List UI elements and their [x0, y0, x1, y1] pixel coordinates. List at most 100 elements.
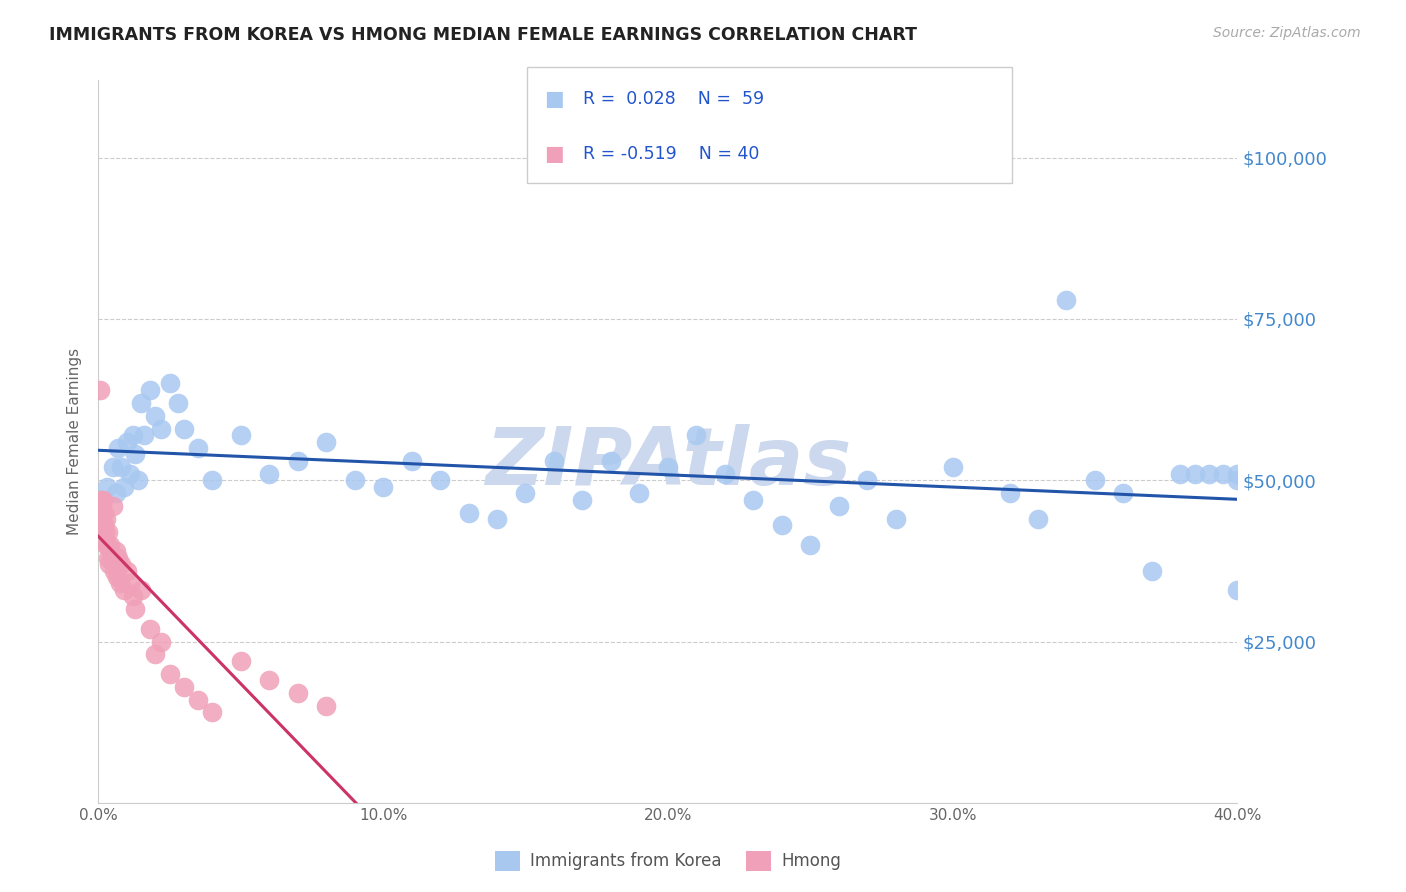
Point: [657, 460, 679, 475]
Point: [515, 486, 537, 500]
Point: [90, 512, 112, 526]
Point: [201, 706, 224, 720]
Point: [259, 467, 281, 481]
Point: [856, 473, 879, 487]
Point: [132, 428, 155, 442]
Point: [315, 434, 337, 449]
Text: R =  0.028    N =  59: R = 0.028 N = 59: [583, 90, 765, 108]
Point: [401, 454, 423, 468]
Point: [100, 550, 122, 565]
Point: [159, 376, 181, 391]
Point: [1170, 467, 1192, 481]
Point: [685, 428, 707, 442]
Point: [129, 582, 152, 597]
Point: [118, 467, 141, 481]
Point: [714, 467, 737, 481]
Point: [628, 486, 651, 500]
Point: [229, 654, 252, 668]
Point: [96, 538, 118, 552]
Point: [1226, 467, 1249, 481]
Point: [229, 428, 252, 442]
Point: [96, 480, 118, 494]
Text: IMMIGRANTS FROM KOREA VS HMONG MEDIAN FEMALE EARNINGS CORRELATION CHART: IMMIGRANTS FROM KOREA VS HMONG MEDIAN FE…: [49, 26, 917, 44]
Point: [742, 492, 765, 507]
Point: [124, 602, 146, 616]
Point: [121, 590, 143, 604]
Point: [129, 396, 152, 410]
Text: ■: ■: [544, 89, 564, 110]
Point: [600, 454, 623, 468]
Point: [159, 666, 181, 681]
Point: [124, 447, 146, 461]
Point: [828, 499, 851, 513]
Text: ZIPAtlas: ZIPAtlas: [485, 425, 851, 502]
Point: [884, 512, 907, 526]
Point: [105, 570, 128, 584]
Point: [103, 564, 125, 578]
Point: [104, 544, 127, 558]
Text: ■: ■: [544, 144, 564, 164]
Point: [93, 506, 115, 520]
Point: [96, 538, 118, 552]
Point: [486, 512, 509, 526]
Point: [259, 673, 281, 688]
Point: [571, 492, 593, 507]
Text: Source: ZipAtlas.com: Source: ZipAtlas.com: [1213, 26, 1361, 40]
Point: [1184, 467, 1206, 481]
Point: [799, 538, 821, 552]
Point: [1226, 473, 1249, 487]
Point: [89, 383, 111, 397]
Text: R = -0.519    N = 40: R = -0.519 N = 40: [583, 145, 759, 163]
Point: [91, 492, 114, 507]
Point: [343, 473, 366, 487]
Point: [104, 486, 127, 500]
Point: [457, 506, 479, 520]
Point: [145, 648, 167, 662]
Point: [110, 557, 132, 571]
Point: [121, 428, 143, 442]
Y-axis label: Median Female Earnings: Median Female Earnings: [67, 348, 83, 535]
Point: [90, 492, 112, 507]
Point: [101, 499, 124, 513]
Point: [1226, 582, 1249, 597]
Point: [108, 576, 131, 591]
Point: [115, 564, 138, 578]
Point: [371, 480, 394, 494]
Point: [118, 576, 141, 591]
Point: [998, 486, 1021, 500]
Point: [187, 692, 209, 706]
Point: [98, 538, 121, 552]
Point: [167, 396, 190, 410]
Point: [173, 680, 195, 694]
Point: [150, 634, 173, 648]
Point: [93, 524, 115, 539]
Point: [96, 550, 118, 565]
Point: [107, 441, 129, 455]
Point: [94, 512, 117, 526]
Point: [1112, 486, 1135, 500]
Point: [1212, 467, 1234, 481]
Point: [107, 550, 129, 565]
Point: [287, 454, 309, 468]
Point: [90, 499, 112, 513]
Point: [1084, 473, 1107, 487]
Point: [127, 473, 149, 487]
Point: [770, 518, 793, 533]
Point: [138, 622, 160, 636]
Point: [942, 460, 965, 475]
Point: [112, 480, 135, 494]
Point: [110, 460, 132, 475]
Point: [150, 422, 173, 436]
Point: [173, 422, 195, 436]
Point: [145, 409, 167, 423]
Point: [97, 524, 120, 539]
Point: [1026, 512, 1049, 526]
Point: [201, 473, 224, 487]
Point: [429, 473, 451, 487]
Point: [543, 454, 565, 468]
Point: [93, 518, 115, 533]
Legend: Immigrants from Korea, Hmong: Immigrants from Korea, Hmong: [488, 844, 848, 878]
Point: [98, 557, 121, 571]
Point: [315, 699, 337, 714]
Point: [187, 441, 209, 455]
